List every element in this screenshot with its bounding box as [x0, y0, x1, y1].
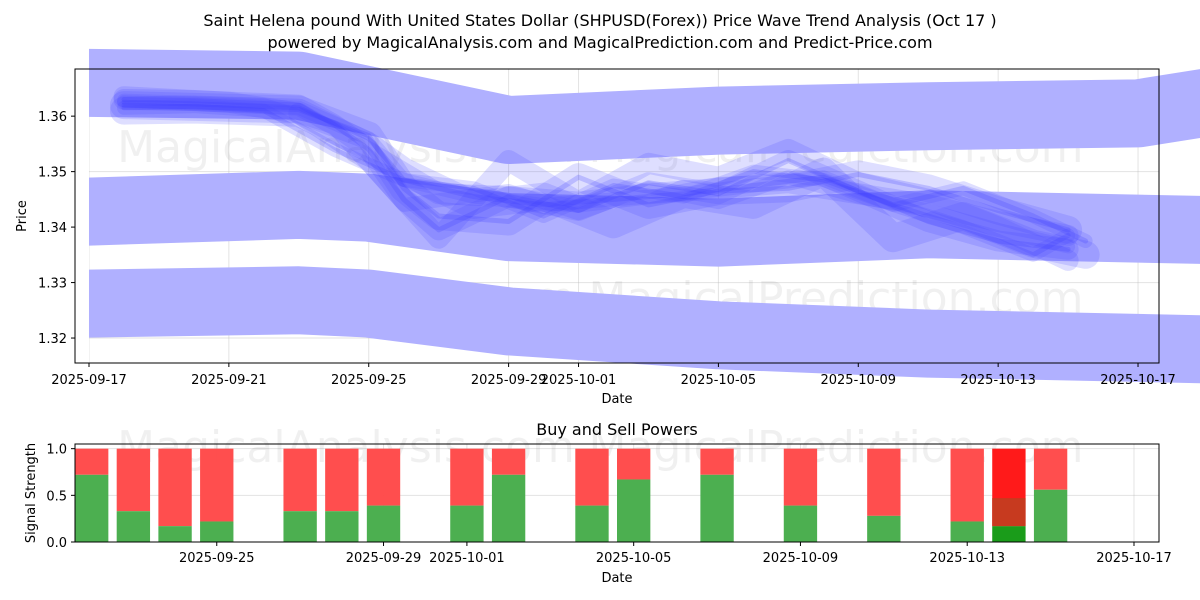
- wave-line: [113, 86, 1079, 271]
- wave-core-line: [121, 97, 1071, 252]
- price-y-tick-label: 1.35: [38, 166, 67, 181]
- sell-bar: [450, 448, 484, 506]
- sell-bar: [700, 448, 734, 475]
- signal-x-tick-label: 2025-10-13: [929, 551, 1005, 566]
- price-y-tick-label: 1.34: [38, 221, 67, 236]
- sell-bar: [867, 448, 901, 516]
- wave-lines: [110, 86, 1100, 271]
- buy-bar: [992, 526, 1026, 542]
- channel-bands: [0, 29, 1200, 403]
- sell-bar: [283, 448, 317, 512]
- price-x-tick-label: 2025-10-09: [820, 373, 896, 388]
- buy-bar: [950, 521, 984, 542]
- price-y-ticks: 1.32 1.33 1.34 1.35 1.36: [38, 110, 75, 347]
- signal-x-tick-label: 2025-09-25: [179, 551, 255, 566]
- price-x-tick-label: 2025-09-17: [51, 373, 127, 388]
- overlap-bar: [992, 498, 1026, 527]
- signal-bars: [75, 448, 1068, 542]
- signal-x-ticks: 2025-09-25 2025-09-29 2025-10-01 2025-10-05…: [179, 542, 1172, 566]
- price-y-tick-label: 1.36: [38, 110, 67, 125]
- wave-line: [113, 89, 1079, 260]
- price-y-tick-label: 1.32: [38, 332, 67, 347]
- signal-y-ticks: 0.0 0.5 1.0: [46, 443, 75, 551]
- channel-band: [55, 266, 1200, 384]
- buy-bar: [158, 526, 192, 542]
- signal-y-axis-label: Signal Strength: [24, 443, 39, 543]
- price-x-tick-label: 2025-09-29: [471, 373, 547, 388]
- price-x-tick-label: 2025-10-13: [960, 373, 1036, 388]
- buy-bar: [75, 474, 109, 542]
- signal-x-tick-label: 2025-10-09: [763, 551, 839, 566]
- buy-bar: [1033, 489, 1068, 542]
- price-x-tick-label: 2025-10-17: [1100, 373, 1176, 388]
- price-y-axis-label: Price: [15, 200, 30, 232]
- buy-bar: [700, 474, 734, 542]
- sell-bar: [116, 448, 151, 512]
- sell-bar: [200, 448, 234, 522]
- sell-bar: [325, 448, 359, 512]
- signal-plot-frame: [74, 443, 1160, 543]
- signal-y-tick-label: 0.0: [46, 536, 67, 551]
- buy-bar: [450, 505, 484, 542]
- price-x-axis-label: Date: [601, 392, 632, 407]
- signal-x-tick-label: 2025-10-01: [429, 551, 505, 566]
- signal-x-tick-label: 2025-09-29: [346, 551, 422, 566]
- sell-bar: [950, 448, 984, 522]
- wave-line: [110, 91, 1083, 244]
- buy-bar: [491, 474, 526, 542]
- buy-bar: [783, 505, 818, 542]
- wave-line: [117, 99, 1093, 248]
- sell-bar: [75, 448, 109, 475]
- sell-bar: [575, 448, 609, 506]
- buy-bar: [325, 511, 359, 542]
- signal-y-tick-label: 0.5: [46, 489, 67, 504]
- buy-bar: [366, 505, 401, 542]
- price-x-tick-label: 2025-10-01: [541, 373, 617, 388]
- price-y-tick-label: 1.33: [38, 277, 67, 292]
- price-x-ticks: 2025-09-17 2025-09-21 2025-09-25 2025-09-29…: [51, 363, 1176, 388]
- chart-title-line2: powered by MagicalAnalysis.com and Magic…: [267, 33, 932, 52]
- signal-x-tick-label: 2025-10-05: [596, 551, 672, 566]
- channel-band: [55, 170, 1200, 267]
- signal-x-tick-label: 2025-10-17: [1096, 551, 1172, 566]
- wave-core-line: [121, 102, 1071, 233]
- price-x-tick-label: 2025-09-21: [191, 373, 267, 388]
- price-x-tick-label: 2025-09-25: [331, 373, 407, 388]
- wave-line: [117, 95, 1076, 262]
- signal-y-tick-label: 1.0: [46, 443, 67, 458]
- buy-bar: [200, 521, 234, 542]
- wave-line: [117, 93, 1076, 254]
- sell-bar: [491, 448, 526, 475]
- sell-bar: [158, 448, 192, 527]
- price-x-tick-label: 2025-10-05: [681, 373, 757, 388]
- buy-sell-plot: Buy and Sell Powers MagicalAnalysis.com …: [24, 420, 1172, 586]
- buy-bar: [617, 479, 651, 542]
- buy-bar: [116, 511, 151, 542]
- signal-x-axis-label: Date: [601, 571, 632, 586]
- wave-core-line: [121, 99, 1071, 258]
- sell-bar: [783, 448, 818, 506]
- sell-bar: [366, 448, 401, 506]
- price-plot-frame: [74, 68, 1160, 364]
- chart-title-line1: Saint Helena pound With United States Do…: [203, 11, 996, 30]
- buy-sell-title: Buy and Sell Powers: [536, 420, 698, 439]
- buy-bar: [575, 505, 609, 542]
- wave-core-line: [121, 103, 1089, 244]
- sell-bar: [617, 448, 651, 480]
- buy-bar: [283, 511, 317, 542]
- price-wave-plot: MagicalAnalysis.com MagicalPrediction.co…: [0, 29, 1200, 407]
- sell-bar: [1033, 448, 1068, 490]
- buy-bar: [867, 515, 901, 542]
- band-left-mask: [0, 29, 89, 403]
- wave-line: [288, 102, 1079, 246]
- wave-line: [110, 95, 1100, 269]
- channel-band: [55, 48, 1200, 164]
